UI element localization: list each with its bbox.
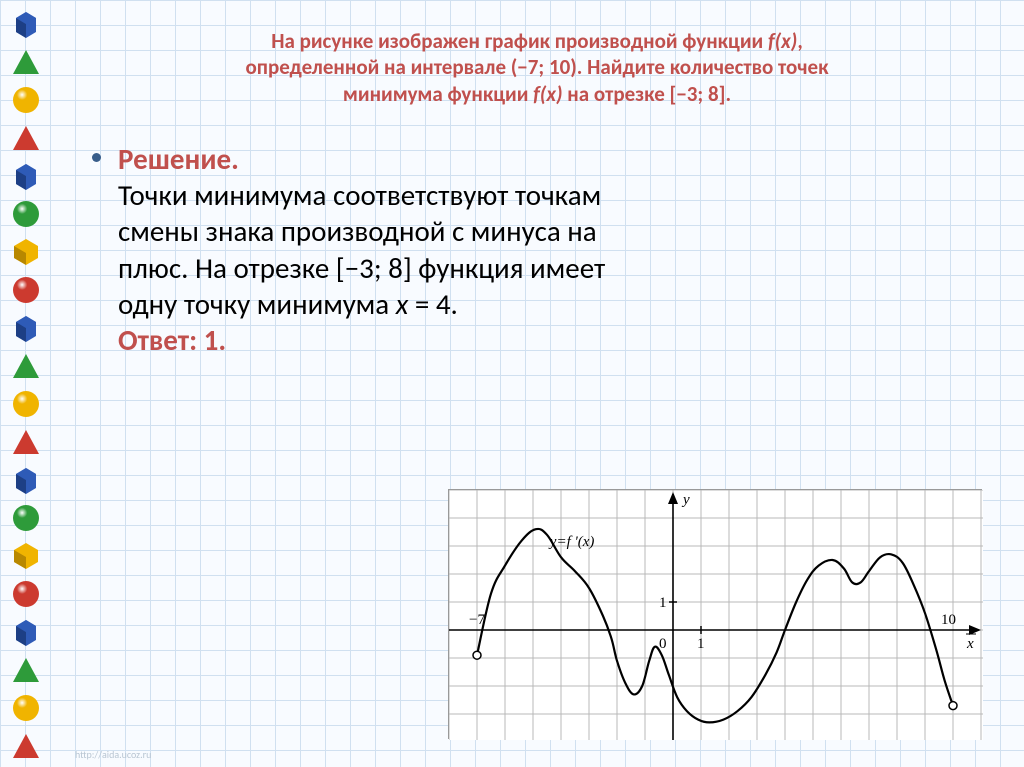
svg-text:10: 10 <box>941 612 956 628</box>
decor-shape-icon <box>10 274 42 306</box>
decor-shape-icon <box>10 388 42 420</box>
decor-shape-icon <box>10 540 42 572</box>
decor-shape-icon <box>10 654 42 686</box>
problem-title: На рисунке изображен график производной … <box>88 28 986 107</box>
decor-shape-icon <box>10 122 42 154</box>
answer-label: Ответ: 1. <box>118 322 226 358</box>
decor-shape-icon <box>10 160 42 192</box>
bullet-icon <box>92 153 101 162</box>
svg-text:0: 0 <box>659 636 667 652</box>
solution-line: плюс. На отрезке [−3; 8] функция имеет <box>118 250 605 286</box>
decor-shape-icon <box>10 730 42 762</box>
decor-shape-icon <box>10 46 42 78</box>
solution-label: Решение. <box>118 141 239 177</box>
decorative-shapes-column <box>10 8 48 758</box>
slide-content: На рисунке изображен график производной … <box>70 20 1004 757</box>
decor-shape-icon <box>10 578 42 610</box>
svg-text:y=f '(x): y=f '(x) <box>548 534 595 550</box>
watermark: http://aida.ucoz.ru <box>75 748 151 761</box>
decor-shape-icon <box>10 198 42 230</box>
decor-shape-icon <box>10 426 42 458</box>
svg-text:1: 1 <box>697 636 705 652</box>
decor-shape-icon <box>10 616 42 648</box>
decor-shape-icon <box>10 692 42 724</box>
svg-text:x: x <box>966 636 974 652</box>
decor-shape-icon <box>10 84 42 116</box>
decor-shape-icon <box>10 236 42 268</box>
svg-text:1: 1 <box>659 595 667 611</box>
decor-shape-icon <box>10 350 42 382</box>
decor-shape-icon <box>10 502 42 534</box>
derivative-chart: 0 1 1 y x −7 10 y=f '(x) <box>448 489 982 739</box>
decor-shape-icon <box>10 8 42 40</box>
decor-shape-icon <box>10 464 42 496</box>
solution-line: смены знака производной с минуса на <box>118 213 597 249</box>
svg-text:−7: −7 <box>469 612 485 628</box>
svg-text:y: y <box>681 492 690 508</box>
solution-block: Решение. Точки минимума соответствуют то… <box>88 141 986 359</box>
solution-line: Точки минимума соответствуют точкам <box>118 177 601 213</box>
solution-line: одну точку минимума x = 4. <box>118 286 458 322</box>
decor-shape-icon <box>10 312 42 344</box>
